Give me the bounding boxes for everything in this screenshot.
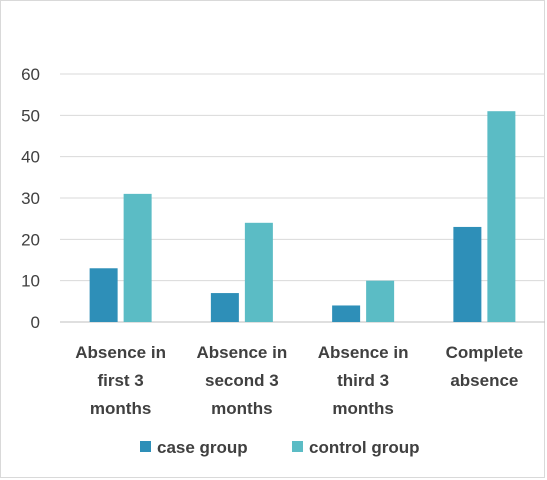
bar-case-group bbox=[453, 226, 482, 322]
legend-label: control group bbox=[309, 438, 419, 457]
y-axis-tick-labels: 0 10 20 30 40 50 60 bbox=[21, 65, 40, 332]
x-category-label: Absence in third 3 months bbox=[318, 343, 409, 418]
bar-case-group bbox=[89, 268, 118, 322]
bar-control-group bbox=[244, 222, 273, 322]
y-tick-label: 0 bbox=[31, 313, 40, 332]
bar-case-group bbox=[332, 305, 361, 322]
bars bbox=[89, 111, 516, 322]
x-category-label: Absence in first 3 months bbox=[75, 343, 166, 418]
bar-control-group bbox=[123, 193, 152, 322]
bar-control-group bbox=[366, 280, 395, 322]
legend-label: case group bbox=[157, 438, 248, 457]
y-tick-label: 30 bbox=[21, 189, 40, 208]
legend-swatch bbox=[292, 441, 303, 452]
x-category-label: Absence in second 3 months bbox=[197, 343, 288, 418]
legend: case group control group bbox=[140, 438, 419, 457]
y-tick-label: 40 bbox=[21, 148, 40, 167]
x-category-label: Complete absence bbox=[446, 343, 523, 390]
y-tick-label: 60 bbox=[21, 65, 40, 84]
bar-control-group bbox=[487, 111, 516, 322]
bar-case-group bbox=[210, 293, 239, 322]
y-tick-label: 10 bbox=[21, 272, 40, 291]
y-tick-label: 50 bbox=[21, 106, 40, 125]
y-tick-label: 20 bbox=[21, 230, 40, 249]
legend-swatch bbox=[140, 441, 151, 452]
x-axis-category-labels: Absence in first 3 months Absence in second … bbox=[75, 343, 523, 418]
